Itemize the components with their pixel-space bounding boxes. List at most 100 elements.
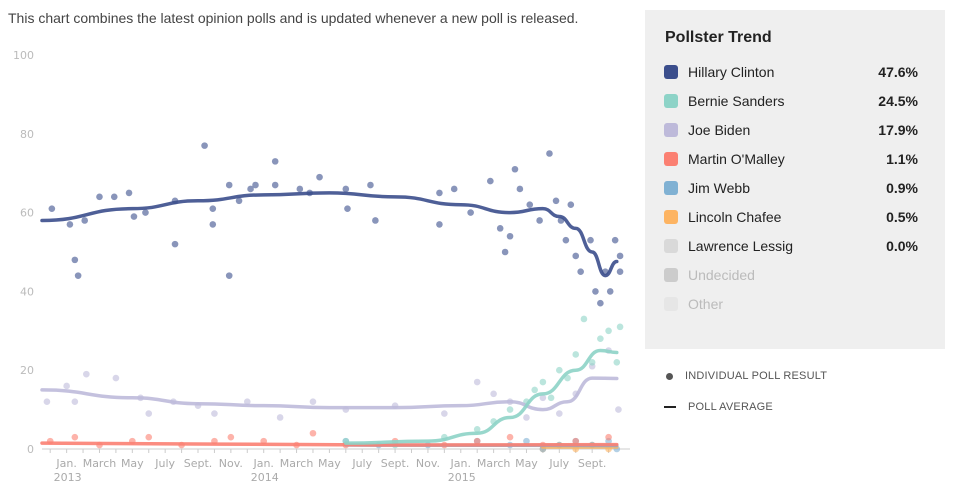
- poll-point: [506, 433, 514, 441]
- candidate-value: 17.9%: [878, 122, 918, 138]
- y-tick-label: 100: [13, 49, 34, 62]
- poll-point: [473, 437, 481, 445]
- candidate-name: Other: [688, 296, 724, 312]
- y-tick-label: 80: [20, 128, 34, 141]
- legend-item[interactable]: Bernie Sanders 24.5%: [664, 91, 918, 111]
- poll-point: [271, 158, 279, 165]
- x-tick-label: Sept.: [381, 457, 410, 470]
- poll-point: [125, 189, 133, 197]
- legend-item[interactable]: Lincoln Chafee 0.5%: [664, 207, 918, 227]
- x-tick-label: Sept.: [578, 457, 607, 470]
- color-swatch-icon: [664, 268, 678, 282]
- poll-point: [372, 217, 379, 224]
- candidate-name: Joe Biden: [688, 122, 751, 138]
- color-swatch-icon: [664, 65, 678, 79]
- poll-point: [367, 181, 374, 189]
- poll-point: [539, 394, 547, 402]
- poll-point: [562, 236, 570, 244]
- poll-point: [225, 181, 233, 189]
- legend-item[interactable]: Martin O'Malley 1.1%: [664, 149, 918, 169]
- legend-item[interactable]: Hillary Clinton 47.6%: [664, 62, 918, 82]
- candidate-name: Lawrence Lessig: [688, 238, 794, 254]
- y-tick-label: 60: [20, 207, 34, 220]
- poll-point: [342, 185, 350, 193]
- poll-point: [235, 197, 243, 205]
- y-tick-label: 0: [27, 443, 34, 456]
- poll-point: [611, 236, 619, 244]
- candidate-value: 0.9%: [886, 180, 918, 196]
- candidate-value: 47.6%: [878, 64, 918, 80]
- poll-point: [145, 433, 153, 441]
- x-tick-label: March: [280, 457, 314, 470]
- poll-point: [316, 173, 323, 181]
- key-poll-average: POLL AVERAGE: [664, 401, 773, 413]
- poll-point: [71, 433, 79, 441]
- poll-point: [616, 323, 624, 331]
- x-tick-label: Jan.: [55, 457, 76, 470]
- poll-point: [572, 351, 580, 358]
- color-swatch-icon: [664, 94, 678, 108]
- poll-point: [546, 150, 553, 157]
- poll-point: [225, 272, 233, 279]
- candidate-name: Martin O'Malley: [688, 151, 785, 167]
- y-tick-label: 40: [20, 285, 34, 298]
- poll-point: [616, 252, 624, 260]
- key-poll-result: INDIVIDUAL POLL RESULT: [664, 370, 827, 382]
- candidate-name: Hillary Clinton: [688, 64, 775, 80]
- poll-point: [615, 406, 622, 413]
- poll-point: [48, 205, 56, 212]
- trend-line: [40, 376, 619, 412]
- poll-point: [577, 268, 584, 276]
- legend-item[interactable]: Joe Biden 17.9%: [664, 120, 918, 140]
- legend-panel: Pollster Trend Hillary Clinton 47.6% Berni…: [645, 10, 945, 349]
- poll-point: [227, 433, 235, 441]
- poll-point: [490, 390, 497, 398]
- poll-point: [597, 335, 604, 342]
- poll-point: [506, 406, 514, 413]
- color-swatch-icon: [664, 181, 678, 195]
- poll-point: [436, 189, 443, 197]
- poll-point: [309, 398, 317, 406]
- poll-point: [567, 201, 575, 209]
- poll-point: [556, 410, 563, 417]
- poll-point: [243, 398, 251, 406]
- poll-point: [209, 205, 217, 212]
- poll-point: [526, 201, 534, 209]
- poll-point: [112, 374, 120, 382]
- poll-point: [588, 359, 596, 366]
- poll-point: [580, 315, 588, 323]
- candidate-name: Lincoln Chafee: [688, 209, 782, 225]
- chart-description: This chart combines the latest opinion p…: [8, 10, 579, 26]
- poll-point: [130, 213, 138, 220]
- x-tick-label: May: [318, 457, 341, 470]
- poll-point: [605, 327, 612, 335]
- poll-point: [523, 437, 530, 445]
- x-year-label: 2014: [251, 471, 279, 484]
- poll-point: [516, 185, 524, 193]
- x-tick-label: Nov.: [219, 457, 243, 470]
- legend-item[interactable]: Lawrence Lessig 0.0%: [664, 236, 918, 256]
- poll-point: [296, 185, 304, 193]
- poll-point: [556, 366, 563, 374]
- legend-item[interactable]: Jim Webb 0.9%: [664, 178, 918, 198]
- trend-line: [40, 191, 619, 278]
- legend-item[interactable]: Other: [664, 294, 918, 314]
- poll-point: [43, 398, 51, 406]
- poll-point: [552, 197, 560, 205]
- poll-point: [473, 378, 481, 386]
- poll-point: [592, 288, 599, 295]
- poll-point: [547, 394, 555, 402]
- legend-item[interactable]: Undecided: [664, 265, 918, 285]
- poll-point: [606, 288, 614, 295]
- poll-point: [506, 232, 514, 240]
- poll-point: [309, 429, 317, 437]
- poll-point: [344, 205, 351, 212]
- poll-point: [252, 181, 259, 189]
- poll-point: [271, 181, 279, 189]
- poll-point: [247, 185, 254, 193]
- poll-point: [81, 217, 88, 224]
- color-swatch-icon: [664, 152, 678, 166]
- poll-point: [211, 410, 218, 417]
- poll-point: [171, 240, 179, 248]
